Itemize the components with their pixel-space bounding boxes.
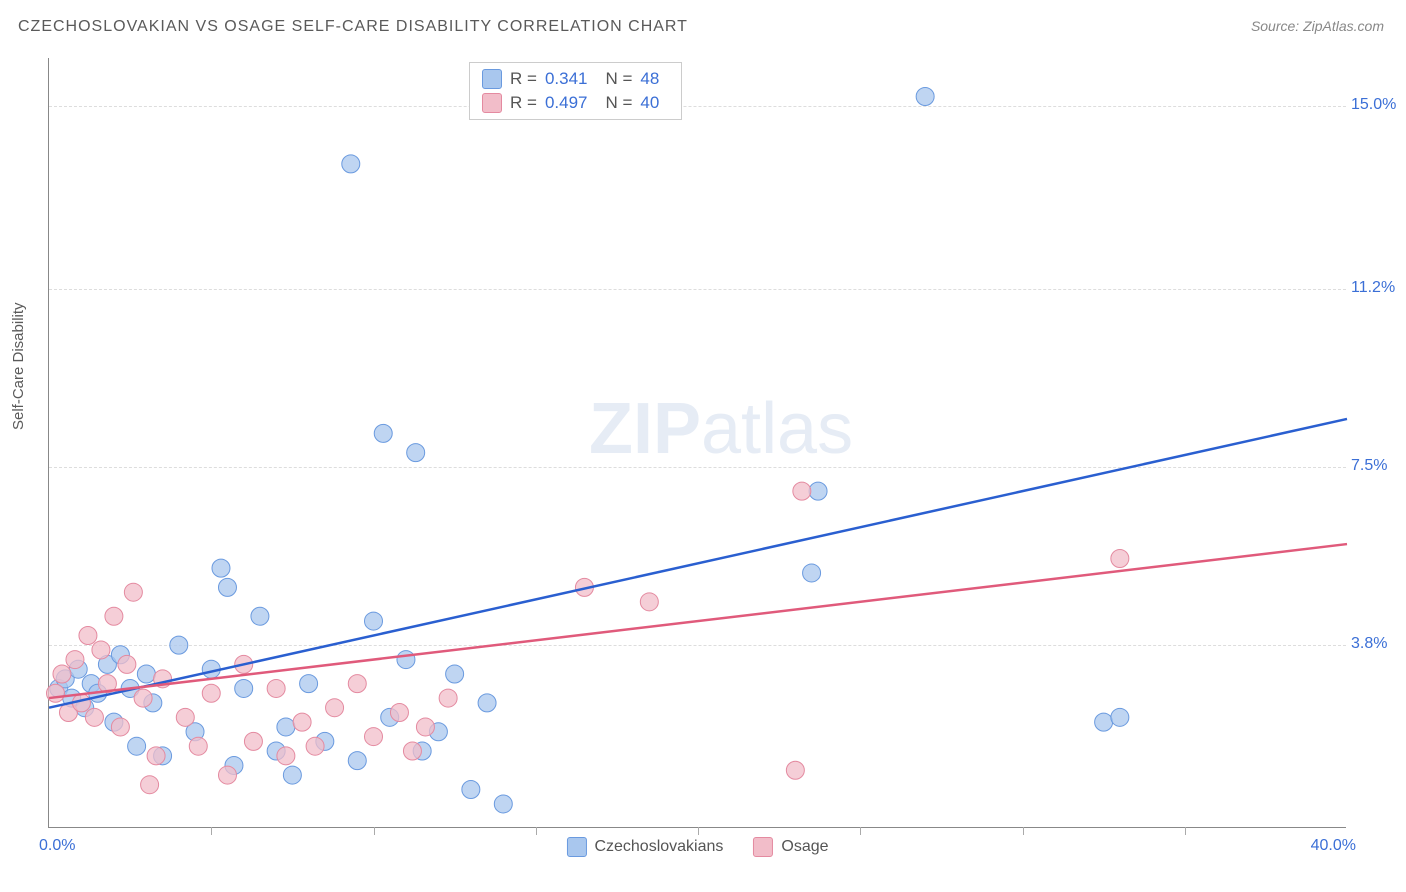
scatter-point — [85, 708, 103, 726]
scatter-point — [267, 679, 285, 697]
scatter-point — [53, 665, 71, 683]
stat-n-label: N = — [605, 69, 632, 89]
scatter-point — [124, 583, 142, 601]
y-tick-label: 15.0% — [1351, 96, 1406, 114]
scatter-point — [494, 795, 512, 813]
scatter-point — [176, 708, 194, 726]
scatter-point — [202, 684, 220, 702]
x-tick-mark — [211, 827, 212, 835]
stat-n-value: 48 — [640, 69, 659, 89]
stat-r-value: 0.341 — [545, 69, 588, 89]
scatter-point — [235, 679, 253, 697]
scatter-point — [348, 752, 366, 770]
scatter-point — [326, 699, 344, 717]
scatter-point — [92, 641, 110, 659]
scatter-point — [390, 704, 408, 722]
scatter-point — [79, 627, 97, 645]
stat-r-label: R = — [510, 93, 537, 113]
y-tick-label: 11.2% — [1351, 279, 1406, 297]
legend-label: Osage — [781, 838, 828, 856]
scatter-point — [212, 559, 230, 577]
scatter-point — [306, 737, 324, 755]
stats-legend: R = 0.341 N = 48 R = 0.497 N = 40 — [469, 62, 682, 120]
chart-title: CZECHOSLOVAKIAN VS OSAGE SELF-CARE DISAB… — [18, 18, 688, 36]
scatter-point — [416, 718, 434, 736]
scatter-point — [293, 713, 311, 731]
scatter-point — [793, 482, 811, 500]
trend-line — [49, 544, 1347, 698]
y-axis-label: Self-Care Disability — [10, 302, 27, 430]
scatter-point — [1111, 550, 1129, 568]
legend-swatch — [482, 93, 502, 113]
scatter-point — [786, 761, 804, 779]
scatter-point — [111, 718, 129, 736]
x-tick-mark — [1185, 827, 1186, 835]
scatter-point — [251, 607, 269, 625]
legend-swatch — [753, 837, 773, 857]
x-tick-mark — [860, 827, 861, 835]
stat-n-value: 40 — [640, 93, 659, 113]
scatter-point — [803, 564, 821, 582]
y-tick-label: 3.8% — [1351, 635, 1406, 653]
scatter-point — [189, 737, 207, 755]
stats-legend-row: R = 0.341 N = 48 — [482, 67, 669, 91]
legend-label: Czechoslovakians — [594, 838, 723, 856]
scatter-point — [66, 651, 84, 669]
source-label: Source: ZipAtlas.com — [1251, 18, 1384, 34]
scatter-point — [478, 694, 496, 712]
trend-line — [49, 419, 1347, 708]
stats-legend-row: R = 0.497 N = 40 — [482, 91, 669, 115]
scatter-point — [277, 747, 295, 765]
scatter-point — [128, 737, 146, 755]
scatter-point — [1111, 708, 1129, 726]
scatter-point — [134, 689, 152, 707]
scatter-point — [439, 689, 457, 707]
stat-r-label: R = — [510, 69, 537, 89]
scatter-point — [244, 732, 262, 750]
x-tick-mark — [1023, 827, 1024, 835]
stat-r-value: 0.497 — [545, 93, 588, 113]
scatter-point — [137, 665, 155, 683]
scatter-point — [46, 684, 64, 702]
scatter-point — [283, 766, 301, 784]
bottom-legend-item: Czechoslovakians — [566, 837, 723, 857]
x-tick-mark — [698, 827, 699, 835]
scatter-point — [809, 482, 827, 500]
scatter-point — [218, 578, 236, 596]
scatter-point — [397, 651, 415, 669]
scatter-point — [118, 655, 136, 673]
scatter-point — [446, 665, 464, 683]
scatter-point — [218, 766, 236, 784]
scatter-point — [277, 718, 295, 736]
scatter-point — [462, 781, 480, 799]
legend-swatch — [566, 837, 586, 857]
scatter-point — [1095, 713, 1113, 731]
stat-n-label: N = — [605, 93, 632, 113]
legend-swatch — [482, 69, 502, 89]
scatter-point — [365, 728, 383, 746]
scatter-point — [342, 155, 360, 173]
x-tick-mark — [536, 827, 537, 835]
scatter-point — [374, 424, 392, 442]
scatter-point — [348, 675, 366, 693]
y-tick-label: 7.5% — [1351, 457, 1406, 475]
x-max-label: 40.0% — [1311, 837, 1356, 855]
bottom-legend: Czechoslovakians Osage — [566, 837, 828, 857]
scatter-point — [300, 675, 318, 693]
scatter-point — [403, 742, 421, 760]
scatter-point — [147, 747, 165, 765]
scatter-point — [640, 593, 658, 611]
bottom-legend-item: Osage — [753, 837, 828, 857]
plot-area: ZIPatlas 3.8%7.5%11.2%15.0% 0.0% 40.0% R… — [48, 58, 1346, 828]
scatter-point — [105, 607, 123, 625]
scatter-svg — [49, 58, 1346, 827]
scatter-point — [365, 612, 383, 630]
x-tick-mark — [374, 827, 375, 835]
scatter-point — [916, 88, 934, 106]
scatter-point — [407, 444, 425, 462]
scatter-point — [141, 776, 159, 794]
scatter-point — [170, 636, 188, 654]
x-origin-label: 0.0% — [39, 837, 75, 855]
